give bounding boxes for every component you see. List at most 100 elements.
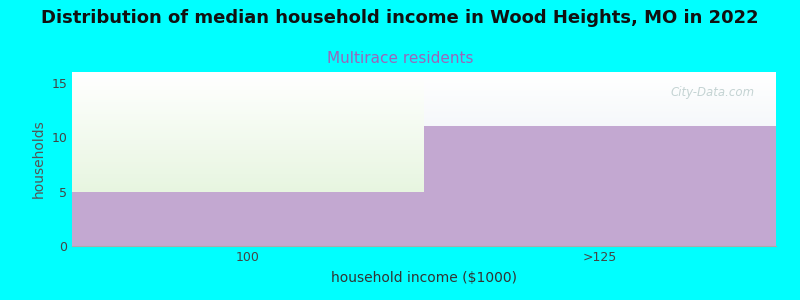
Y-axis label: households: households bbox=[32, 120, 46, 198]
Text: Multirace residents: Multirace residents bbox=[326, 51, 474, 66]
Bar bbox=[72, 160, 424, 162]
Bar bbox=[72, 116, 424, 118]
Bar bbox=[72, 108, 424, 110]
Bar bbox=[72, 162, 424, 164]
Bar bbox=[424, 114, 776, 115]
Bar bbox=[424, 113, 776, 114]
Bar bbox=[424, 97, 776, 98]
Bar bbox=[424, 117, 776, 118]
Bar bbox=[72, 148, 424, 150]
Bar bbox=[72, 152, 424, 154]
Bar bbox=[72, 88, 424, 90]
Bar bbox=[72, 74, 424, 76]
Bar bbox=[424, 79, 776, 80]
Bar bbox=[72, 180, 424, 182]
Bar bbox=[424, 108, 776, 109]
Bar bbox=[424, 72, 776, 73]
Bar bbox=[424, 115, 776, 116]
Bar bbox=[424, 110, 776, 111]
Bar bbox=[424, 80, 776, 81]
Bar bbox=[72, 72, 424, 74]
Bar bbox=[424, 122, 776, 123]
Bar bbox=[424, 77, 776, 78]
Bar bbox=[424, 85, 776, 86]
Bar bbox=[72, 188, 424, 190]
Bar bbox=[424, 89, 776, 90]
Bar bbox=[72, 128, 424, 130]
Text: Distribution of median household income in Wood Heights, MO in 2022: Distribution of median household income … bbox=[41, 9, 759, 27]
Bar bbox=[72, 110, 424, 112]
Bar bbox=[72, 158, 424, 160]
Bar bbox=[424, 103, 776, 104]
Bar bbox=[424, 93, 776, 94]
Bar bbox=[424, 82, 776, 83]
Bar bbox=[72, 178, 424, 180]
Bar bbox=[424, 101, 776, 102]
Bar bbox=[424, 120, 776, 121]
Bar bbox=[72, 192, 424, 246]
Bar bbox=[72, 154, 424, 156]
Bar bbox=[72, 142, 424, 144]
Bar bbox=[72, 186, 424, 188]
Bar bbox=[424, 81, 776, 82]
Bar bbox=[424, 92, 776, 93]
Bar bbox=[72, 100, 424, 102]
Bar bbox=[72, 124, 424, 126]
Bar bbox=[424, 105, 776, 106]
Bar bbox=[72, 112, 424, 114]
Bar bbox=[72, 122, 424, 124]
Bar bbox=[72, 140, 424, 142]
Bar bbox=[424, 83, 776, 84]
Bar bbox=[424, 88, 776, 89]
Bar bbox=[72, 146, 424, 148]
Bar bbox=[424, 99, 776, 100]
Bar bbox=[72, 132, 424, 134]
Bar bbox=[424, 94, 776, 95]
Bar bbox=[424, 85, 776, 86]
Bar bbox=[424, 91, 776, 92]
Bar bbox=[424, 98, 776, 99]
Bar bbox=[72, 114, 424, 116]
Bar bbox=[72, 174, 424, 176]
Bar bbox=[424, 118, 776, 119]
Bar bbox=[72, 168, 424, 170]
Bar bbox=[424, 104, 776, 105]
Bar bbox=[72, 118, 424, 120]
Bar bbox=[424, 121, 776, 122]
Bar bbox=[72, 130, 424, 132]
Bar bbox=[72, 134, 424, 136]
Bar bbox=[72, 96, 424, 98]
Bar bbox=[424, 100, 776, 101]
Bar bbox=[72, 76, 424, 78]
Bar bbox=[72, 120, 424, 122]
Bar bbox=[72, 98, 424, 100]
Bar bbox=[72, 156, 424, 158]
Bar bbox=[424, 126, 776, 246]
Bar bbox=[72, 82, 424, 84]
Bar bbox=[424, 107, 776, 108]
Bar bbox=[424, 73, 776, 74]
Bar bbox=[424, 96, 776, 97]
X-axis label: household income ($1000): household income ($1000) bbox=[331, 271, 517, 285]
Bar bbox=[424, 78, 776, 79]
Bar bbox=[72, 102, 424, 104]
Bar bbox=[72, 150, 424, 152]
Bar bbox=[72, 166, 424, 168]
Bar bbox=[424, 90, 776, 91]
Bar bbox=[72, 138, 424, 140]
Bar bbox=[424, 123, 776, 124]
Bar bbox=[72, 86, 424, 88]
Bar bbox=[424, 111, 776, 112]
Bar bbox=[72, 104, 424, 106]
Bar bbox=[424, 84, 776, 85]
Bar bbox=[424, 95, 776, 96]
Bar bbox=[72, 80, 424, 82]
Bar bbox=[424, 119, 776, 120]
Bar bbox=[72, 84, 424, 86]
Text: City-Data.com: City-Data.com bbox=[670, 86, 755, 99]
Bar bbox=[424, 75, 776, 76]
Bar bbox=[72, 164, 424, 166]
Bar bbox=[72, 176, 424, 178]
Bar bbox=[424, 106, 776, 107]
Bar bbox=[72, 182, 424, 184]
